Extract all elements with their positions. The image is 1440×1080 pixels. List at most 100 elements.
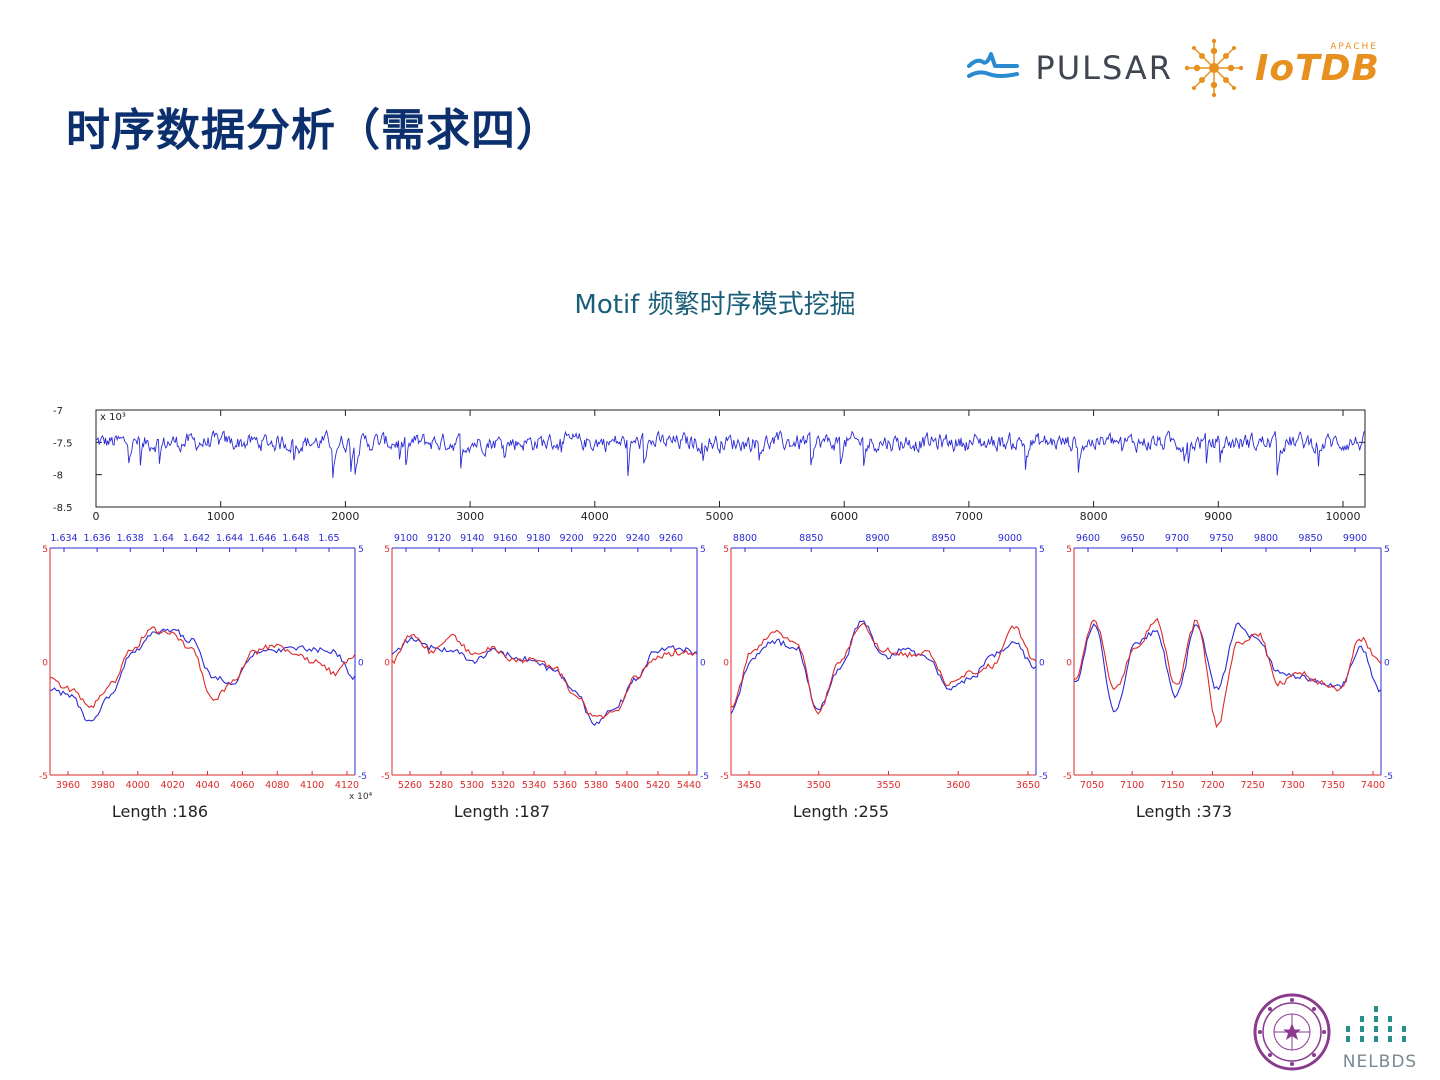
top-x-tick-label: 8900 — [865, 533, 889, 544]
left-y-tick-label: -5 — [720, 772, 729, 782]
main-x-tick-label: 6000 — [830, 510, 858, 523]
main-y-tick-label: -7.5 — [53, 438, 73, 449]
main-y-tick-label: -7 — [53, 406, 63, 417]
top-x-tick-label: 9000 — [998, 533, 1022, 544]
top-x-tick-label: 9260 — [659, 533, 683, 544]
top-x-tick-label: 9700 — [1165, 533, 1189, 544]
right-y-tick-label: -5 — [700, 772, 709, 782]
top-x-tick-label: 9240 — [626, 533, 650, 544]
bottom-x-tick-label: 7150 — [1160, 780, 1184, 791]
motif-length-caption: Length :373 — [1136, 802, 1232, 821]
footer-logos: NELBDS — [1252, 992, 1420, 1072]
main-x-tick-label: 10000 — [1326, 510, 1361, 523]
top-x-tick-label: 1.646 — [249, 533, 276, 544]
bottom-x-tick-label: 5420 — [646, 780, 670, 791]
page-title: 时序数据分析（需求四） — [66, 105, 561, 156]
main-x-tick-label: 1000 — [207, 510, 235, 523]
top-x-tick-label: 9220 — [593, 533, 617, 544]
nelbds-logo-text: NELBDS — [1342, 1052, 1418, 1072]
right-y-tick-label: -5 — [1384, 772, 1393, 782]
motif-series-red — [391, 633, 698, 719]
right-y-tick-label: -5 — [358, 772, 367, 782]
apache-label: APACHE — [1330, 41, 1378, 52]
motif-series-red — [1073, 617, 1382, 729]
chart-subtitle: Motif 频繁时序模式挖掘 — [574, 290, 856, 320]
right-y-tick-label: 0 — [1384, 659, 1390, 669]
top-x-tick-label: 9600 — [1076, 533, 1100, 544]
bottom-x-tick-label: 4120 — [335, 780, 359, 791]
bottom-x-tick-label: 3450 — [737, 780, 761, 791]
motif-series-blue — [730, 620, 1037, 715]
top-x-tick-label: 1.642 — [183, 533, 210, 544]
top-x-tick-label: 1.64 — [153, 533, 174, 544]
left-y-tick-label: 5 — [723, 545, 729, 555]
tsinghua-seal-icon — [1253, 993, 1331, 1071]
bottom-x-tick-label: 5440 — [677, 780, 701, 791]
main-x-tick-label: 2000 — [331, 510, 359, 523]
top-x-tick-label: 9850 — [1298, 533, 1322, 544]
bottom-x-tick-label: 5380 — [584, 780, 608, 791]
motif-series-blue — [49, 628, 356, 722]
main-x-tick-label: 4000 — [581, 510, 609, 523]
right-y-tick-label: 5 — [358, 545, 364, 555]
bottom-x-tick-label: 4100 — [300, 780, 324, 791]
bottom-x-tick-label: 4020 — [161, 780, 185, 791]
right-y-tick-label: 0 — [1039, 659, 1045, 669]
top-x-tick-label: 8800 — [733, 533, 757, 544]
bottom-x-tick-label: 4080 — [265, 780, 289, 791]
top-x-tick-label: 9140 — [460, 533, 484, 544]
motif-length-caption: Length :186 — [112, 802, 208, 821]
top-x-tick-label: 1.648 — [282, 533, 309, 544]
bottom-multiplier-label: x 10⁴ — [349, 792, 373, 802]
bottom-x-tick-label: 5340 — [522, 780, 546, 791]
top-x-tick-label: 9200 — [560, 533, 584, 544]
bottom-x-tick-label: 4040 — [195, 780, 219, 791]
top-x-tick-label: 8850 — [799, 533, 823, 544]
main-series-line — [95, 429, 1366, 478]
main-y-tick-label: -8.5 — [53, 503, 73, 514]
left-y-tick-label: 0 — [42, 659, 48, 669]
left-y-tick-label: -5 — [39, 772, 48, 782]
top-x-tick-label: 1.634 — [50, 533, 77, 544]
motif-length-caption: Length :187 — [454, 802, 550, 821]
bottom-x-tick-label: 7300 — [1281, 780, 1305, 791]
bottom-x-tick-label: 7350 — [1321, 780, 1345, 791]
bottom-x-tick-label: 3600 — [946, 780, 970, 791]
right-y-tick-label: -5 — [1039, 772, 1048, 782]
main-x-tick-label: 8000 — [1080, 510, 1108, 523]
bottom-x-tick-label: 7100 — [1120, 780, 1144, 791]
top-x-tick-label: 9800 — [1254, 533, 1278, 544]
left-y-tick-label: -5 — [381, 772, 390, 782]
top-x-tick-label: 8950 — [932, 533, 956, 544]
top-x-tick-label: 1.644 — [216, 533, 243, 544]
left-y-tick-label: 5 — [1066, 545, 1072, 555]
motif-length-caption: Length :255 — [793, 802, 889, 821]
pulsar-logo-text: PULSAR — [1035, 49, 1173, 87]
main-x-tick-label: 5000 — [706, 510, 734, 523]
left-y-tick-label: 5 — [384, 545, 390, 555]
left-y-tick-label: 0 — [723, 659, 729, 669]
top-x-tick-label: 9160 — [493, 533, 517, 544]
right-y-tick-label: 5 — [700, 545, 706, 555]
bottom-x-tick-label: 5320 — [491, 780, 515, 791]
main-y-tick-label: -8 — [53, 471, 63, 482]
right-y-tick-label: 5 — [1384, 545, 1390, 555]
right-y-tick-label: 5 — [1039, 545, 1045, 555]
bottom-x-tick-label: 5260 — [398, 780, 422, 791]
header-logos: PULSAR APACHE IoTDB — [967, 36, 1380, 100]
top-x-tick-label: 1.65 — [318, 533, 339, 544]
bottom-x-tick-label: 3500 — [807, 780, 831, 791]
iotdb-logo: APACHE IoTDB — [1254, 42, 1380, 89]
main-y-multiplier: x 10³ — [100, 412, 126, 423]
main-plot-frame — [95, 409, 1366, 508]
nelbds-logo: NELBDS — [1340, 1000, 1420, 1072]
bottom-x-tick-label: 3960 — [56, 780, 80, 791]
bottom-x-tick-label: 7200 — [1200, 780, 1224, 791]
left-y-tick-label: 5 — [42, 545, 48, 555]
bottom-x-tick-label: 3550 — [876, 780, 900, 791]
bottom-x-tick-label: 5300 — [460, 780, 484, 791]
iotdb-logo-text: IoTDB — [1254, 47, 1380, 89]
motif-series-red — [49, 626, 356, 709]
bottom-x-tick-label: 5280 — [429, 780, 453, 791]
